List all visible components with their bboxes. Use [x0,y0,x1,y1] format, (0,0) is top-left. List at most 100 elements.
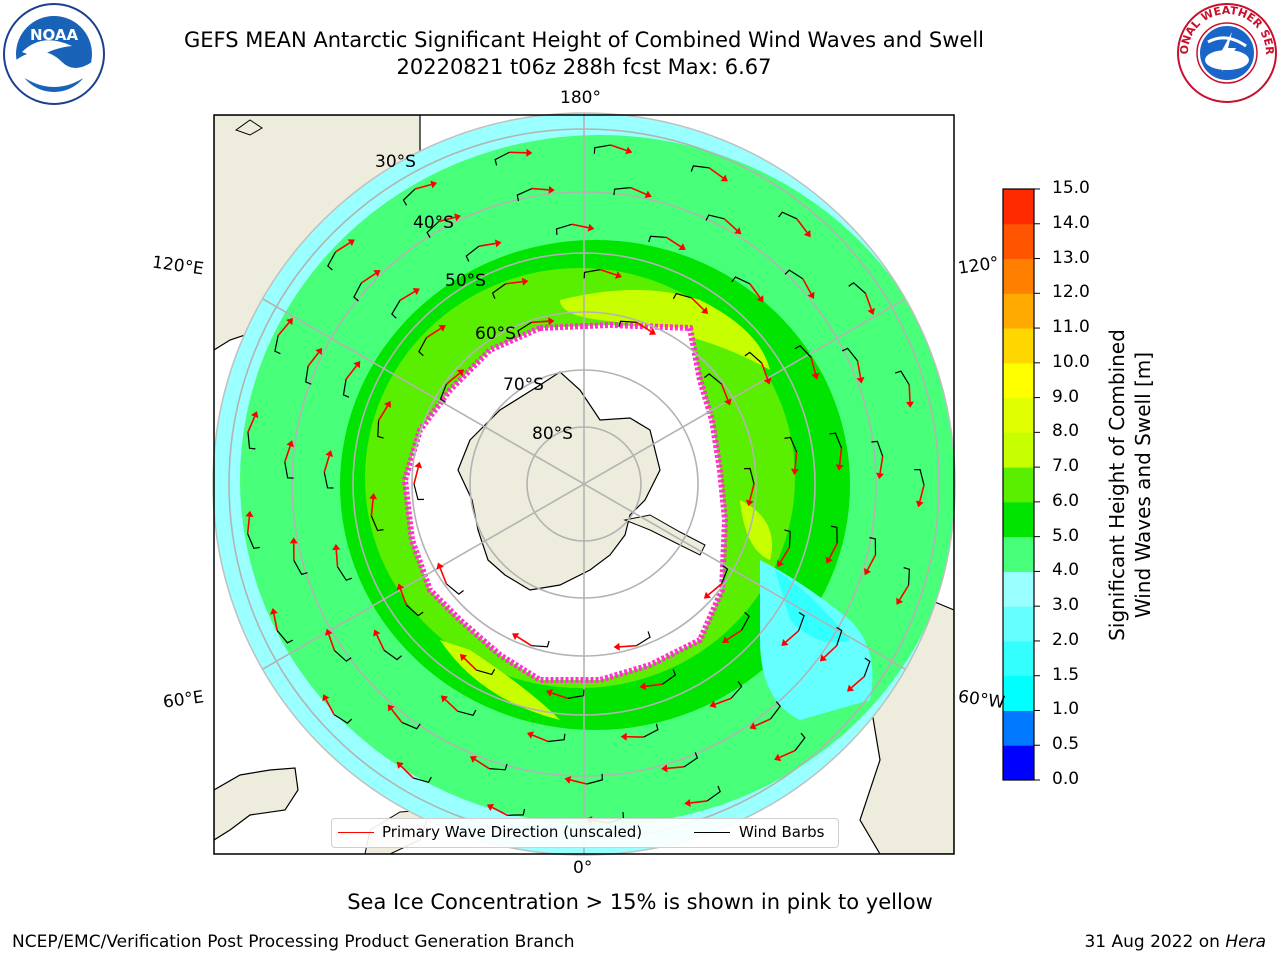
wave-direction-arrow [413,467,419,485]
wave-direction-arrow [838,447,843,465]
wave-direction-arrowhead [369,492,378,500]
wave-direction-arrowhead [835,464,844,471]
wave-direction-arrowhead [811,372,820,380]
wave-direction-arrowhead [825,556,833,564]
footer-date: 31 Aug 2022 on Hera [1084,932,1266,952]
wave-direction-arrow [377,405,389,421]
wave-direction-arrowhead [709,700,717,709]
wave-direction-arrowhead [774,753,782,762]
chart-subtitle: 20220821 t06z 288h fcst Max: 6.67 [396,55,772,79]
wave-direction-arrow [444,698,459,712]
wave-direction-arrowhead [512,633,520,640]
wind-barb [613,187,631,196]
wave-direction-arrowhead [684,798,691,807]
wind-barb [586,773,603,785]
wave-direction-arrowhead [756,295,764,303]
colorbar-segment [1003,328,1034,364]
wave-direction-arrow [619,644,637,648]
wave-direction-arrowhead [613,642,620,651]
land-madagascar [234,119,263,136]
wave-direction-arrow [810,357,817,374]
wave-direction-arrowhead [564,776,572,784]
wave-direction-arrow [474,758,490,770]
wave-direction-arrowhead [325,450,334,458]
colorbar-segment [1003,640,1034,677]
wave-direction-arrow [856,360,862,378]
map-frame [213,114,955,855]
wind-barb [353,282,362,302]
wind-barb [740,611,750,631]
wave-direction-arrowhead [905,401,914,408]
colorbar-segment [1003,432,1034,468]
wave-direction-arrowhead [269,607,278,615]
colorbar-tick-label: 1.5 [1052,664,1080,685]
wind-barb [618,320,637,328]
wave-direction-arrowhead [720,174,728,182]
wave-direction-arrow [247,416,256,433]
wind-barb [798,611,805,632]
wave-direction-arrow [796,218,808,233]
colorbar-segment [1003,362,1034,399]
colorbar-tick-label: 11.0 [1052,317,1090,338]
wind-barb [391,299,401,319]
colorbar-title: Significant Height of Combined Wind Wave… [1104,329,1156,641]
wave-direction-arrow [438,216,456,223]
wave-direction-arrow [570,779,588,785]
colorbar-tick-label: 4.0 [1052,560,1080,581]
wind-barb [770,701,781,720]
wind-barb [293,560,308,576]
colorbar-tick-label: 6.0 [1052,490,1080,511]
wave-direction-arrowhead [548,185,555,194]
wind-barb [730,681,743,699]
wave-direction-arrow [284,445,291,463]
wave-direction-arrow [908,384,911,402]
wave-direction-arrow [323,455,330,473]
wind-barb [413,483,424,501]
wave-direction-arrowhead [620,732,627,741]
wave-direction-arrowhead [373,629,381,637]
colorbar-segment [1003,571,1034,607]
wave-direction-arrow [307,352,320,367]
wave-direction-arrow [376,634,385,651]
wind-barb [446,583,464,595]
wave-direction-arrowhead [384,400,391,409]
wind-barb [895,370,910,386]
legend-swatch-wind-barbs [694,832,730,833]
wave-direction-arrow [531,320,549,324]
wave-direction-arrow [749,483,755,501]
colorbar-title-line1: Significant Height of Combined [1105,329,1129,641]
wave-direction-arrow [898,584,910,601]
wave-direction-arrow [794,452,798,470]
wave-direction-arrowhead [763,377,772,385]
wind-barb [744,351,763,364]
wind-barb [636,631,651,647]
wind-barb [401,721,421,730]
wind-barb [871,440,884,457]
wind-barb [794,344,812,358]
wave-direction-arrow [463,657,477,671]
wave-direction-arrow [328,634,336,651]
colorbar-tick-label: 2.0 [1052,629,1080,650]
wind-barb [491,283,506,299]
wave-direction-arrowhead [347,239,355,247]
wave-direction-arrowhead [734,227,742,235]
wave-direction-arrow [335,242,351,253]
wind-barb [731,276,751,285]
wave-direction-arrowhead [387,704,395,712]
wave-direction-arrowhead [494,239,502,248]
wave-direction-arrow [273,613,278,631]
wave-direction-arrowhead [440,695,449,703]
wave-direction-arrowhead [803,230,811,238]
wave-direction-arrowhead [856,376,865,384]
wave-direction-arrow [707,583,723,596]
colorbar-tick-label: 7.0 [1052,456,1080,477]
wave-direction-arrowhead [322,694,330,702]
wave-direction-arrowhead [412,288,420,296]
colorbar-segment [1003,293,1034,329]
wind-barb [829,432,843,449]
wave-direction-arrowhead [703,591,712,599]
legend-swatch-wave-direction [338,832,374,833]
wave-direction-arrowhead [545,689,553,697]
wind-barb [690,165,710,172]
